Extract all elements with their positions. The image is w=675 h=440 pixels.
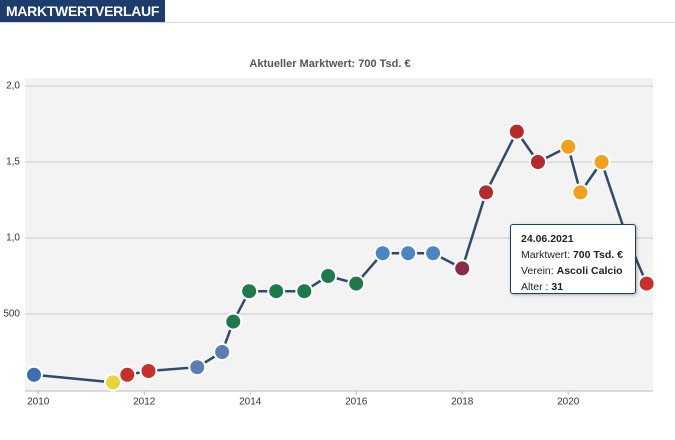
- x-tick-label: 2012: [133, 397, 156, 408]
- tooltip: 24.06.2021 Marktwert: 700 Tsd. € Verein:…: [510, 224, 636, 294]
- club-marker: [424, 244, 443, 263]
- tooltip-club: Ascoli Calcio: [556, 265, 623, 277]
- x-tick-label: 2016: [345, 397, 368, 408]
- tooltip-label: Alter :: [521, 281, 549, 293]
- club-marker: [139, 362, 158, 380]
- club-marker: [267, 282, 286, 301]
- club-marker: [118, 365, 137, 384]
- club-marker: [528, 153, 547, 171]
- tooltip-value: 700 Tsd. €: [572, 249, 623, 261]
- club-marker: [103, 373, 122, 392]
- y-tick-label: 500: [3, 309, 20, 320]
- club-marker: [224, 312, 243, 331]
- club-marker: [592, 153, 611, 171]
- box-header: MARKTWERTVERLAUF: [0, 0, 165, 22]
- club-marker: [637, 274, 656, 293]
- x-tick-label: 2010: [27, 397, 50, 408]
- club-marker: [240, 282, 259, 301]
- club-marker: [347, 274, 366, 293]
- club-marker: [507, 122, 526, 141]
- club-marker: [188, 358, 207, 377]
- club-marker: [213, 343, 232, 361]
- tooltip-label: Verein:: [521, 265, 554, 277]
- club-marker: [559, 137, 578, 156]
- x-tick-label: 2014: [239, 397, 262, 408]
- club-marker: [453, 259, 472, 278]
- club-marker: [571, 183, 590, 202]
- x-tick-label: 2018: [451, 397, 474, 408]
- club-marker: [477, 183, 496, 202]
- chart-title: Aktueller Marktwert: 700 Tsd. €: [249, 58, 410, 70]
- club-marker: [25, 365, 44, 384]
- club-marker: [399, 244, 418, 263]
- club-marker: [319, 267, 338, 285]
- tooltip-date: 24.06.2021: [521, 233, 574, 245]
- club-marker: [295, 282, 314, 301]
- header-line: [0, 22, 675, 23]
- y-tick-label: 1,5: [6, 157, 20, 168]
- x-tick-label: 2020: [557, 397, 580, 408]
- tooltip-age: 31: [551, 281, 564, 293]
- y-tick-label: 2,0: [6, 81, 20, 92]
- tooltip-label: Marktwert:: [521, 249, 571, 261]
- y-tick-label: 1,0: [6, 233, 20, 244]
- club-marker: [373, 244, 392, 263]
